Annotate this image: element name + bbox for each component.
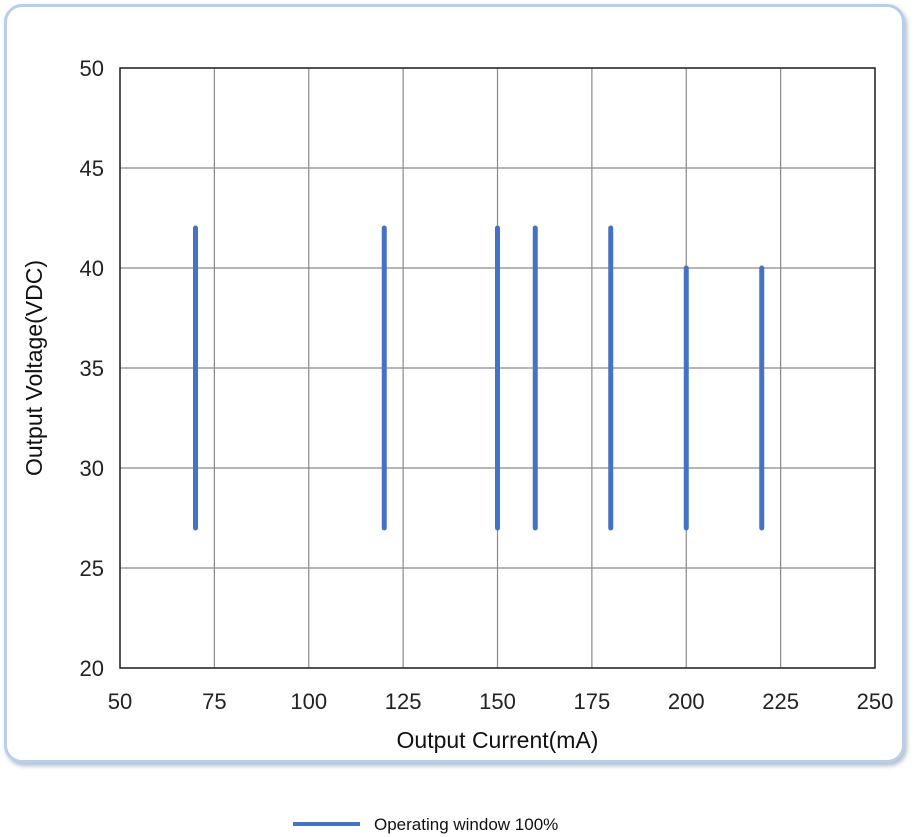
legend: Operating window 100%: [293, 815, 558, 834]
y-tick-labels: 20 25 30 35 40 45 50: [80, 56, 104, 681]
chart-frame: [4, 4, 905, 763]
series-marks: [193, 225, 765, 531]
y-tick-label: 20: [80, 656, 104, 681]
x-tick-label: 125: [385, 689, 422, 714]
x-tick-label: 100: [290, 689, 327, 714]
x-tick-label: 150: [479, 689, 516, 714]
x-tick-label: 175: [574, 689, 611, 714]
y-tick-label: 40: [80, 256, 104, 281]
y-tick-label: 45: [80, 156, 104, 181]
x-tick-label: 75: [202, 689, 226, 714]
y-axis-label: Output Voltage(VDC): [21, 260, 47, 476]
x-tick-label: 225: [762, 689, 799, 714]
y-tick-label: 35: [80, 356, 104, 381]
x-axis-label: Output Current(mA): [397, 727, 599, 753]
plot-area-border: [119, 67, 876, 669]
y-tick-label: 50: [80, 56, 104, 81]
y-tick-label: 25: [80, 556, 104, 581]
y-tick-label: 30: [80, 456, 104, 481]
x-tick-label: 200: [668, 689, 705, 714]
x-tick-label: 50: [108, 689, 132, 714]
x-tick-labels: 50 75 100 125 150 175 200 225 250: [108, 689, 894, 714]
legend-label: Operating window 100%: [374, 815, 558, 834]
x-tick-label: 250: [857, 689, 894, 714]
